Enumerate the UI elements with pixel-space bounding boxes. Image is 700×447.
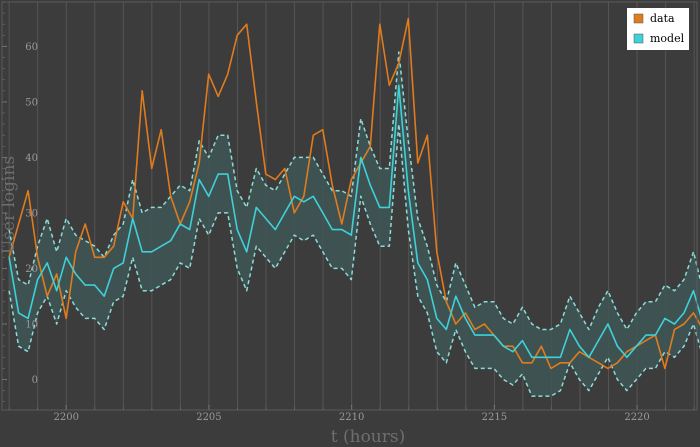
legend-label-data: data	[650, 12, 675, 25]
model-band	[9, 52, 700, 397]
x-tick-label-2220: 2220	[624, 412, 649, 423]
y-tick-label-10: 10	[25, 319, 38, 330]
model-line	[8, 84, 700, 359]
axes	[1, 1, 698, 411]
model-lower-line	[8, 123, 700, 397]
y-tick-label-60: 60	[25, 42, 38, 53]
legend-label-model: model	[650, 32, 685, 45]
model-band-fill	[9, 52, 700, 397]
legend-swatch-data	[633, 13, 644, 24]
legend: data model	[627, 8, 689, 50]
y-tick-label-0: 0	[32, 375, 38, 386]
y-tick-label-50: 50	[25, 97, 38, 108]
x-tick-label-2215: 2215	[482, 412, 507, 423]
y-tick-label-30: 30	[25, 208, 38, 219]
plot-frame	[1, 1, 698, 411]
x-tick-label-2205: 2205	[196, 412, 221, 423]
data-line	[8, 17, 700, 370]
x-tick-label-2200: 2200	[53, 412, 78, 423]
tick-labels: 0 10 20 30 40 50 60 2200 2205 2210 2215 2220	[25, 42, 650, 423]
series-lines	[8, 17, 700, 397]
legend-swatch-model	[633, 33, 644, 44]
y-axis-title: User logins	[0, 156, 19, 254]
y-tick-label-20: 20	[25, 264, 38, 275]
y-tick-label-40: 40	[25, 153, 38, 164]
x-axis-title: t (hours)	[331, 427, 405, 447]
x-tick-label-2210: 2210	[339, 412, 364, 423]
